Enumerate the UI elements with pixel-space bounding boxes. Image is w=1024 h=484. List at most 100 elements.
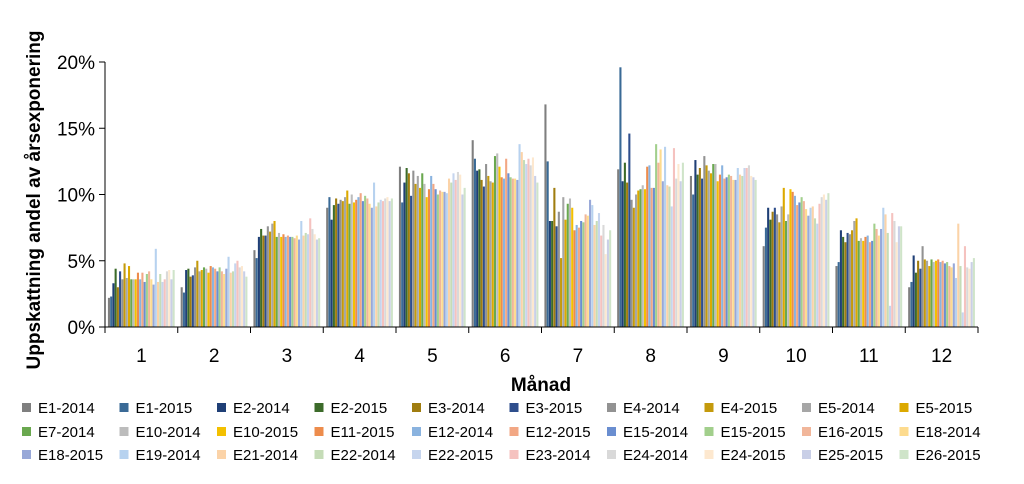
legend-swatch bbox=[704, 450, 714, 459]
bar bbox=[114, 268, 117, 327]
bar bbox=[837, 262, 840, 327]
bar bbox=[306, 234, 310, 327]
bar bbox=[609, 230, 612, 327]
bar bbox=[119, 271, 122, 327]
bar bbox=[418, 187, 422, 328]
bar bbox=[862, 240, 865, 328]
bar bbox=[798, 202, 801, 327]
bar bbox=[443, 191, 446, 327]
bar bbox=[441, 191, 444, 327]
bar bbox=[800, 197, 803, 327]
legend-swatch bbox=[22, 450, 31, 459]
bar bbox=[921, 246, 924, 327]
x-tick-label: 9 bbox=[718, 346, 729, 367]
legend-item: E25-2015 bbox=[802, 447, 883, 464]
legend-item: E12-2014 bbox=[412, 424, 493, 441]
legend-label: E5-2015 bbox=[916, 400, 973, 417]
bar bbox=[520, 152, 523, 327]
bar bbox=[664, 146, 667, 327]
bar bbox=[868, 242, 871, 327]
bar bbox=[914, 272, 917, 327]
bar bbox=[939, 262, 942, 327]
bar bbox=[932, 262, 935, 327]
bar bbox=[361, 201, 364, 328]
legend-label: E24-2015 bbox=[721, 447, 786, 464]
bar bbox=[130, 279, 133, 327]
bar bbox=[266, 226, 269, 327]
bar bbox=[948, 266, 951, 327]
x-tick-label: 7 bbox=[573, 346, 584, 367]
bar bbox=[617, 169, 620, 327]
bar bbox=[776, 214, 779, 328]
bar bbox=[339, 199, 342, 327]
bar bbox=[857, 240, 860, 328]
x-tick-label: 3 bbox=[282, 346, 293, 367]
legend-swatch bbox=[704, 403, 714, 412]
bar bbox=[557, 211, 560, 327]
bar bbox=[423, 183, 426, 327]
bar bbox=[211, 267, 214, 328]
legend-item: E22-2014 bbox=[314, 447, 396, 464]
bar bbox=[641, 185, 644, 327]
legend-swatch bbox=[412, 450, 421, 459]
bar bbox=[846, 232, 849, 327]
legend-label: E22-2014 bbox=[331, 447, 396, 464]
bar bbox=[229, 272, 232, 327]
bar bbox=[959, 266, 962, 327]
bar bbox=[813, 218, 817, 327]
bar bbox=[796, 205, 799, 327]
bar bbox=[771, 211, 774, 327]
bar bbox=[264, 235, 267, 327]
bar bbox=[745, 168, 748, 327]
bar bbox=[516, 179, 519, 327]
legend-label: E25-2015 bbox=[818, 447, 883, 464]
legend-swatch bbox=[509, 403, 519, 412]
bar bbox=[328, 197, 331, 327]
bar bbox=[202, 267, 206, 328]
bar bbox=[630, 199, 633, 327]
legend-label: E15-2015 bbox=[721, 424, 786, 441]
bar bbox=[182, 292, 185, 327]
bar bbox=[586, 215, 589, 327]
bar bbox=[536, 182, 539, 327]
bar bbox=[900, 226, 903, 327]
bars bbox=[107, 67, 975, 328]
legend-item: E18-2015 bbox=[22, 447, 103, 464]
bar bbox=[652, 187, 655, 328]
legend-item: E21-2014 bbox=[217, 447, 298, 464]
legend-swatch bbox=[899, 403, 909, 412]
bar bbox=[853, 221, 856, 327]
bar bbox=[923, 259, 926, 327]
bar bbox=[163, 279, 166, 327]
bar bbox=[871, 240, 874, 328]
legend-swatch bbox=[217, 450, 226, 459]
bar bbox=[873, 223, 876, 327]
bar bbox=[332, 205, 335, 327]
bar bbox=[318, 238, 321, 327]
bar bbox=[198, 271, 201, 327]
legend-item: E24-2014 bbox=[607, 447, 688, 464]
bar bbox=[502, 178, 505, 327]
bar bbox=[289, 236, 292, 327]
bar bbox=[368, 203, 371, 327]
bar bbox=[780, 206, 783, 327]
bar bbox=[655, 144, 658, 327]
bar bbox=[668, 186, 671, 327]
bar bbox=[816, 223, 819, 327]
legend-swatch bbox=[607, 427, 616, 436]
x-tick-label: 10 bbox=[786, 346, 807, 367]
bar bbox=[156, 281, 160, 327]
y-tick-label: 15% bbox=[57, 119, 95, 140]
bar bbox=[791, 191, 794, 327]
bar bbox=[123, 263, 126, 327]
bar bbox=[672, 148, 676, 328]
bar bbox=[205, 268, 208, 327]
bar bbox=[110, 296, 113, 327]
bar bbox=[145, 274, 148, 327]
bar bbox=[505, 158, 508, 327]
bar bbox=[946, 262, 949, 327]
bar bbox=[643, 189, 647, 327]
bar bbox=[701, 178, 704, 327]
bar bbox=[172, 270, 175, 327]
bar bbox=[304, 232, 307, 327]
